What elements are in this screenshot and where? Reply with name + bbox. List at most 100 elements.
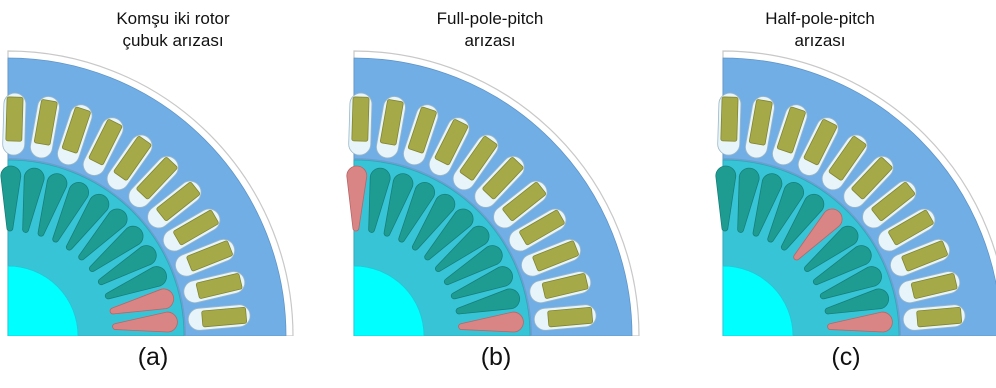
stator-slot-group-11 xyxy=(348,92,373,156)
slot-neck xyxy=(185,289,195,297)
stator-winding xyxy=(871,181,916,221)
stator-winding xyxy=(851,157,893,200)
rotor-bar-group-8 xyxy=(52,182,90,243)
panel-c: Half-pole-pitch arızası (c) xyxy=(664,0,996,388)
slot-neck xyxy=(87,164,97,174)
rotor-bar-group-2 xyxy=(109,288,175,315)
stator-slot-group-5 xyxy=(862,180,917,229)
stator-slot-group-9 xyxy=(57,104,93,166)
rotor-bar xyxy=(450,266,513,300)
stator-slot-group-4 xyxy=(508,208,567,252)
rotor-bar-group-6 xyxy=(78,208,128,261)
rotor-bar xyxy=(37,173,68,237)
stator-slot-group-7 xyxy=(452,134,499,191)
rotor-bar xyxy=(398,182,436,243)
rotor-bar-group-7 xyxy=(65,193,110,251)
stator-slot-group-8 xyxy=(797,117,839,176)
rotor-bar-group-3 xyxy=(819,266,882,300)
rotor-bar-group-11 xyxy=(0,165,22,232)
stator-slot-group-6 xyxy=(474,155,525,208)
rotor-bar-group-9 xyxy=(37,173,68,237)
slot-neck xyxy=(879,237,890,248)
slot-neck xyxy=(777,153,787,164)
rotor-bar xyxy=(819,266,882,300)
stator-winding xyxy=(88,119,123,166)
motor-drawing xyxy=(346,50,640,336)
motor-cross-section-c xyxy=(715,50,996,336)
rotor-bar xyxy=(824,288,890,315)
panel-c-caption: (c) xyxy=(831,343,861,371)
slot-neck xyxy=(456,177,467,188)
stator-slot-group-2 xyxy=(529,271,592,304)
slot-neck xyxy=(408,153,418,164)
stator-winding xyxy=(434,119,469,166)
slot-neck xyxy=(825,177,836,188)
rotor-bar-group-7 xyxy=(411,193,456,251)
stator-slot-group-4 xyxy=(877,208,936,252)
slot-neck xyxy=(751,147,760,157)
stator-slot-group-6 xyxy=(128,155,179,208)
shaft xyxy=(722,265,794,336)
rotor-bar xyxy=(411,193,456,251)
rotor-bar-group-5 xyxy=(804,225,859,272)
slot-neck xyxy=(900,289,910,297)
stator-slot-group-8 xyxy=(82,117,124,176)
stator-winding xyxy=(901,240,948,272)
stator-slot-group-2 xyxy=(183,271,246,304)
rotor-bar xyxy=(752,173,783,237)
stator-slot-group-9 xyxy=(772,104,808,166)
stator-winding xyxy=(547,306,594,328)
slot-neck xyxy=(802,164,812,174)
rotor-bar-group-11 xyxy=(715,165,737,232)
rotor-bar xyxy=(737,167,760,233)
rotor-bar xyxy=(78,208,128,261)
panel-a-title-line-1: Komşu iki rotor xyxy=(116,9,230,28)
faulty-rotor-bar xyxy=(827,311,893,333)
slot-neck xyxy=(891,262,902,272)
motor-cross-section-a xyxy=(0,50,294,336)
stator-slot-group-11 xyxy=(2,92,27,156)
stator-winding xyxy=(201,306,248,328)
rotor-bar xyxy=(383,173,414,237)
slot-neck xyxy=(176,262,187,272)
motor-drawing xyxy=(715,50,996,336)
stator-winding xyxy=(156,181,201,221)
rotor-bar xyxy=(65,193,110,251)
slot-neck xyxy=(36,147,45,157)
stator-winding xyxy=(720,96,739,142)
stator-slot-group-10 xyxy=(376,96,406,159)
faulty-rotor-bar xyxy=(346,165,368,232)
stator-slot-group-5 xyxy=(147,180,202,229)
stator-winding xyxy=(519,209,565,246)
stator-winding xyxy=(532,240,579,272)
stator-winding xyxy=(186,240,233,272)
rotor-bar-group-1 xyxy=(112,311,178,333)
stator-winding xyxy=(407,106,437,154)
stator-winding xyxy=(380,99,404,146)
rotor-bar xyxy=(435,225,490,272)
stator-slot-group-11 xyxy=(717,92,742,156)
slot-neck xyxy=(725,144,732,154)
stator-winding xyxy=(749,99,773,146)
rotor-bar xyxy=(424,208,474,261)
panel-b-title: Full-pole-pitch arızası xyxy=(370,8,610,52)
stator-winding xyxy=(173,209,219,246)
stator-winding xyxy=(195,273,243,299)
rotor-bar xyxy=(368,167,391,233)
faulty-rotor-bar xyxy=(793,208,843,261)
slot-neck xyxy=(10,144,17,154)
panel-b-title-line-2: arızası xyxy=(464,31,516,50)
rotor-bar xyxy=(715,165,737,232)
stator-winding xyxy=(459,136,498,181)
stator-winding xyxy=(910,273,958,299)
slot-neck xyxy=(62,153,72,164)
rotor-bar-group-9 xyxy=(752,173,783,237)
rotor-bar-group-1 xyxy=(458,311,524,333)
rotor-bar-group-1 xyxy=(827,311,893,333)
slot-neck xyxy=(382,147,391,157)
stator-slot-group-1 xyxy=(533,304,597,331)
shaft xyxy=(7,265,79,336)
rotor-bar xyxy=(0,165,22,232)
rotor-bar xyxy=(767,182,805,243)
stator-winding xyxy=(113,136,152,181)
